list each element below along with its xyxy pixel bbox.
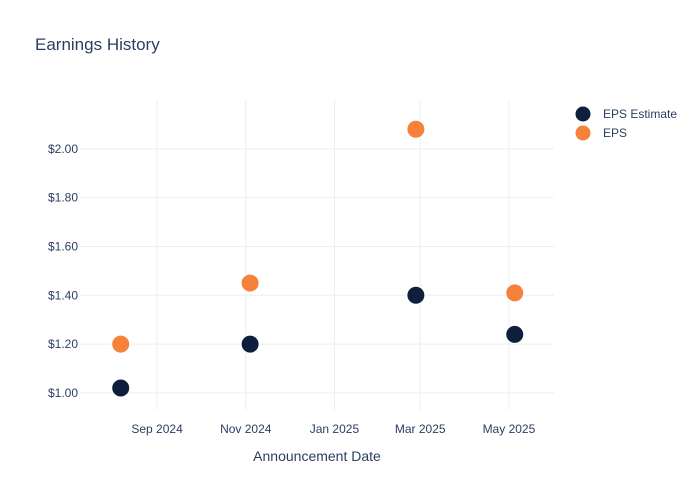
x-axis-title: Announcement Date bbox=[253, 448, 381, 464]
legend-marker[interactable] bbox=[574, 105, 592, 123]
data-point-eps[interactable] bbox=[505, 283, 525, 303]
chart-title: Earnings History bbox=[35, 35, 160, 54]
y-tick-label: $1.00 bbox=[48, 386, 78, 400]
legend[interactable]: EPS Estimate EPS bbox=[574, 105, 677, 142]
data-point-eps[interactable] bbox=[406, 119, 426, 139]
data-point-eps-estimate[interactable] bbox=[406, 285, 426, 305]
data-point-eps-estimate[interactable] bbox=[505, 324, 525, 344]
y-tick-label: $1.80 bbox=[48, 191, 78, 205]
x-tick-label: May 2025 bbox=[483, 422, 536, 436]
x-tick-label: Mar 2025 bbox=[395, 422, 446, 436]
data-point-eps[interactable] bbox=[111, 334, 131, 354]
data-point-eps[interactable] bbox=[240, 273, 260, 293]
y-tick-label: $1.40 bbox=[48, 288, 78, 302]
x-tick-label: Nov 2024 bbox=[220, 422, 272, 436]
y-tick-label: $2.00 bbox=[48, 142, 78, 156]
y-tick-label: $1.60 bbox=[48, 239, 78, 253]
legend-marker[interactable] bbox=[574, 124, 592, 142]
y-axis-ticks: $1.00 $1.20 $1.40 $1.60 $1.80 $2.00 bbox=[48, 142, 78, 400]
x-tick-label: Sep 2024 bbox=[131, 422, 183, 436]
grid-layer bbox=[80, 100, 554, 410]
x-tick-label: Jan 2025 bbox=[310, 422, 360, 436]
legend-label[interactable]: EPS Estimate bbox=[603, 107, 677, 121]
y-tick-label: $1.20 bbox=[48, 337, 78, 351]
x-axis-ticks: Sep 2024 Nov 2024 Jan 2025 Mar 2025 May 2025 bbox=[131, 422, 535, 436]
data-points bbox=[111, 119, 525, 398]
legend-label[interactable]: EPS bbox=[603, 126, 627, 140]
data-point-eps-estimate[interactable] bbox=[111, 378, 131, 398]
data-point-eps-estimate[interactable] bbox=[240, 334, 260, 354]
